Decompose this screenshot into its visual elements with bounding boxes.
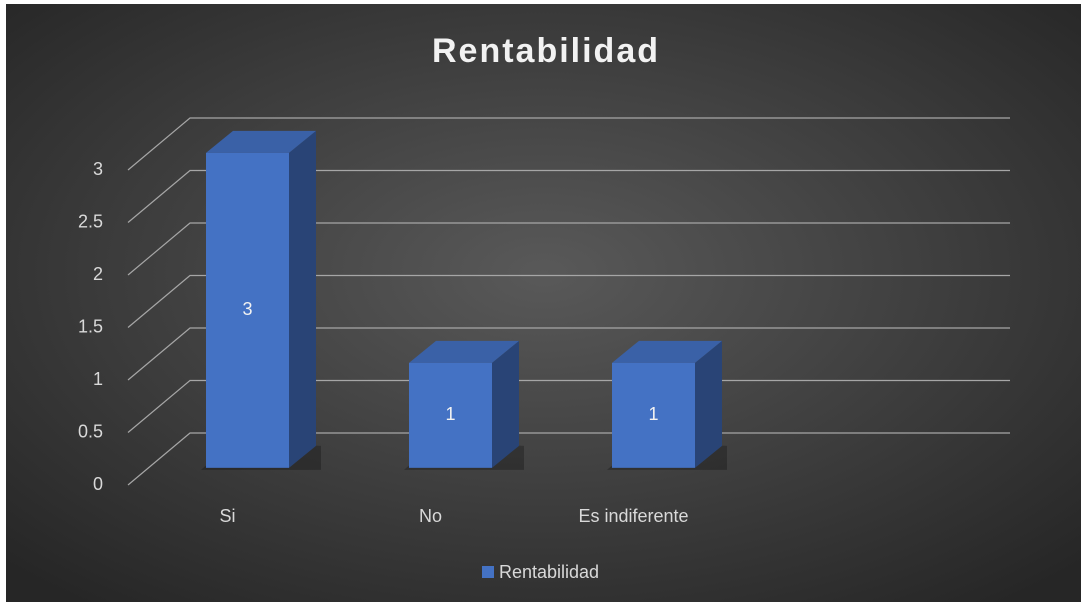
bar-side — [289, 130, 316, 468]
y-tick-label: 3 — [93, 159, 103, 179]
grid-line — [127, 327, 1010, 381]
bar-top — [612, 340, 722, 363]
chart-title: Rentabilidad — [432, 32, 660, 70]
grid-line — [127, 169, 1010, 223]
y-tick-label: 1.5 — [78, 316, 103, 336]
data-label: 1 — [445, 404, 455, 424]
legend-swatch — [482, 566, 494, 578]
grid-line — [127, 379, 1010, 433]
bar-side — [695, 340, 722, 468]
chart-background — [6, 4, 1081, 602]
bar-side — [492, 340, 519, 468]
data-label: 1 — [648, 404, 658, 424]
x-tick-label: Si — [219, 506, 235, 526]
x-tick-label: No — [419, 506, 442, 526]
bar — [612, 362, 695, 468]
y-tick-label: 0.5 — [78, 421, 103, 441]
bar-top — [206, 130, 316, 153]
y-tick-label: 0 — [93, 474, 103, 494]
grid-line — [127, 117, 1010, 171]
grid-line — [127, 274, 1010, 328]
grid-line — [127, 222, 1010, 276]
legend-label: Rentabilidad — [499, 562, 599, 582]
y-tick-label: 1 — [93, 369, 103, 389]
grid-line — [127, 432, 1010, 486]
bar — [206, 152, 289, 468]
bar — [409, 362, 492, 468]
data-label: 3 — [242, 299, 252, 319]
y-tick-label: 2.5 — [78, 211, 103, 231]
bar-top — [409, 340, 519, 363]
y-tick-label: 2 — [93, 264, 103, 284]
x-tick-label: Es indiferente — [578, 506, 688, 526]
